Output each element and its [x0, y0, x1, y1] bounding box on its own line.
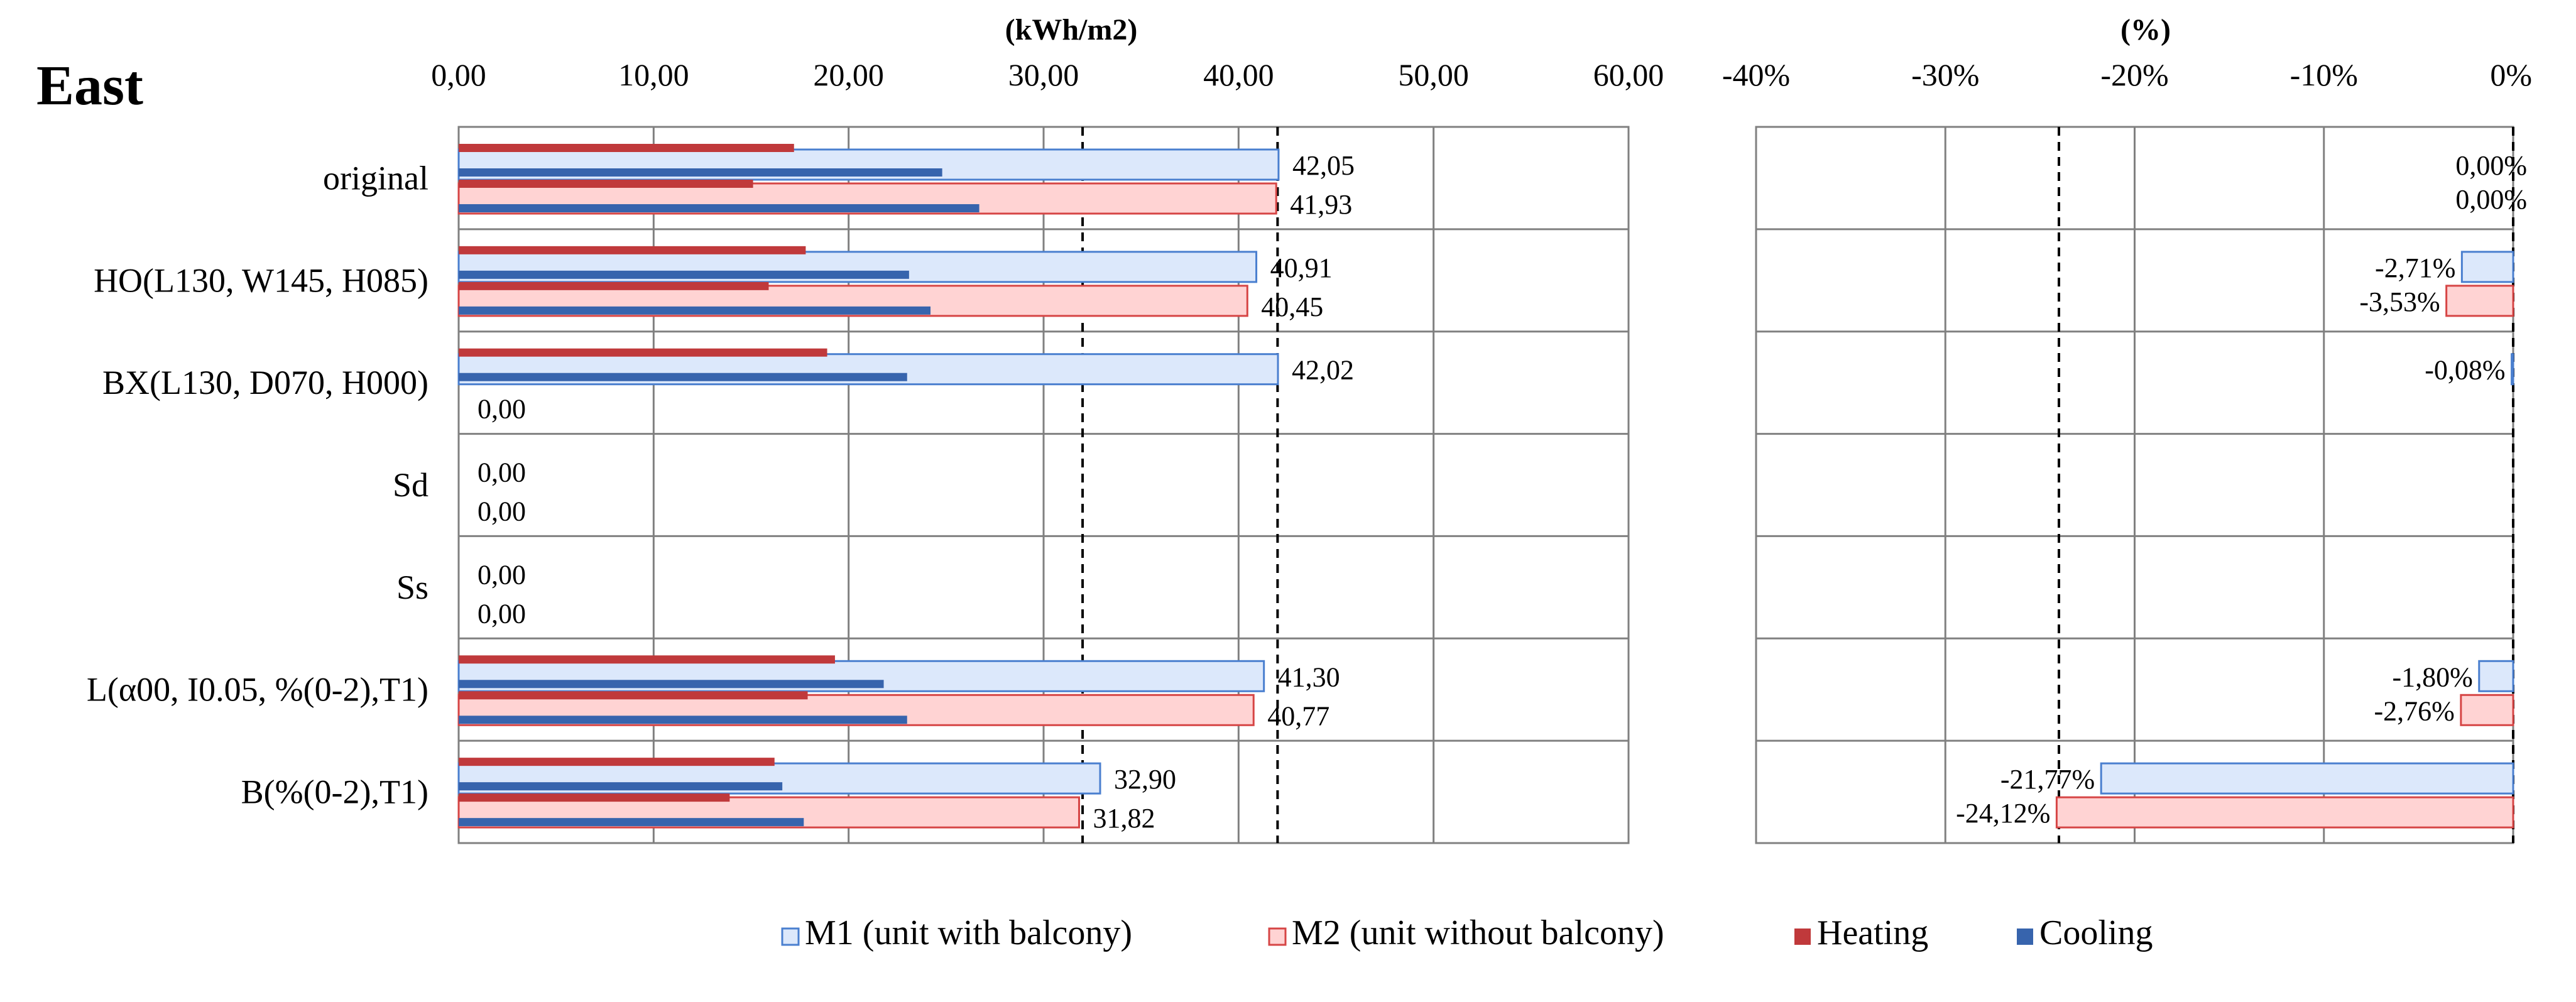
category-label-b-0-2-t1: B(%(0-2),T1)	[241, 773, 428, 811]
label-m2-ho-l130-w145-h085: 40,45	[1261, 291, 1323, 322]
pct-label-m1-original: 0,00%	[2455, 150, 2527, 181]
legend: M1 (unit with balcony) M2 (unit without …	[781, 913, 2153, 952]
left-x-tick-label: 30,00	[1008, 57, 1079, 92]
pct-label-m2-ho-l130-w145-h085: -3,53%	[2359, 286, 2440, 317]
label-m2-sd: 0,00	[478, 496, 526, 527]
left-axis-unit: (kWh/m2)	[1005, 13, 1138, 46]
bar-cooling-m1-original	[459, 168, 942, 177]
category-label-sd: Sd	[393, 466, 428, 504]
label-m1-ho-l130-w145-h085: 40,91	[1270, 253, 1333, 283]
pct-bar-m1-l-00-i0-05-0-2-t1	[2478, 660, 2514, 692]
pct-label-m2-b-0-2-t1: -24,12%	[1956, 798, 2050, 829]
category-label-bx-l130-d070-h000: BX(L130, D070, H000)	[102, 364, 428, 401]
label-m1-ss: 0,00	[478, 559, 526, 590]
right-x-tick-label: -30%	[1911, 57, 1979, 92]
bar-heating-m2-b-0-2-t1	[459, 793, 730, 802]
pct-label-m2-original: 0,00%	[2455, 184, 2527, 215]
pct-bar-m1-bx-l130-d070-h000	[2511, 353, 2514, 386]
pct-label-m1-l-00-i0-05-0-2-t1: -1,80%	[2392, 662, 2472, 692]
legend-label-m1: M1 (unit with balcony)	[805, 913, 1132, 952]
label-m1-bx-l130-d070-h000: 42,02	[1292, 355, 1354, 386]
label-m2-original: 41,93	[1290, 189, 1352, 220]
label-m2-bx-l130-d070-h000: 0,00	[478, 394, 526, 425]
category-label-l-00-i0-05-0-2-t1: L(α00, I0.05, %(0-2),T1)	[87, 671, 428, 709]
right-x-tick-label: -40%	[1722, 57, 1790, 92]
left-x-tick-label: 0,00	[431, 57, 486, 92]
bar-cooling-m1-b-0-2-t1	[459, 782, 783, 791]
left-panel: 0,00 10,00 20,00 30,00 40,00 50,00 60,00 origin…	[87, 57, 1664, 844]
label-m1-original: 42,05	[1292, 150, 1355, 181]
pct-label-m2-l-00-i0-05-0-2-t1: -2,76%	[2374, 695, 2455, 726]
legend-label-m2: M2 (unit without balcony)	[1292, 913, 1664, 952]
legend-swatch-heating	[1794, 928, 1811, 945]
right-x-tick-label: -20%	[2100, 57, 2168, 92]
left-x-tick-label: 40,00	[1203, 57, 1274, 92]
right-x-tick-label: -10%	[2290, 57, 2358, 92]
chart-title: East	[36, 55, 143, 117]
right-x-tick-label: 0%	[2490, 57, 2532, 92]
label-m1-l-00-i0-05-0-2-t1: 41,30	[1278, 662, 1340, 692]
bar-cooling-m2-b-0-2-t1	[459, 818, 804, 827]
bar-heating-m2-original	[459, 180, 753, 188]
legend-swatch-cooling	[2017, 928, 2033, 945]
bar-heating-m2-ho-l130-w145-h085	[459, 281, 769, 290]
bar-cooling-m2-l-00-i0-05-0-2-t1	[459, 716, 907, 724]
label-m1-sd: 0,00	[478, 457, 526, 488]
pct-bar-m2-ho-l130-w145-h085	[2445, 285, 2514, 317]
category-label-ho-l130-w145-h085: HO(L130, W145, H085)	[94, 261, 428, 299]
bar-heating-m1-bx-l130-d070-h000	[459, 348, 827, 357]
legend-swatch-m2	[1268, 927, 1287, 946]
left-x-tick-label: 10,00	[618, 57, 689, 92]
pct-label-m1-b-0-2-t1: -21,77%	[2000, 764, 2095, 795]
bar-cooling-m1-ho-l130-w145-h085	[459, 270, 909, 279]
legend-label-heating: Heating	[1817, 913, 1928, 952]
label-m2-ss: 0,00	[478, 598, 526, 629]
bar-cooling-m2-original	[459, 204, 980, 212]
pct-bar-m1-b-0-2-t1	[2100, 762, 2514, 795]
left-x-tick-label: 20,00	[813, 57, 884, 92]
bar-heating-m2-l-00-i0-05-0-2-t1	[459, 691, 808, 700]
bar-heating-m1-l-00-i0-05-0-2-t1	[459, 655, 835, 664]
label-m2-l-00-i0-05-0-2-t1: 40,77	[1267, 700, 1329, 731]
bar-cooling-m1-l-00-i0-05-0-2-t1	[459, 680, 884, 689]
bar-cooling-m1-bx-l130-d070-h000	[459, 373, 907, 381]
pct-label-m1-bx-l130-d070-h000: -0,08%	[2425, 355, 2505, 386]
left-x-tick-label: 50,00	[1398, 57, 1469, 92]
right-axis-unit: (%)	[2120, 13, 2171, 46]
pct-label-m1-ho-l130-w145-h085: -2,71%	[2375, 253, 2455, 283]
pct-bar-m2-l-00-i0-05-0-2-t1	[2460, 694, 2514, 726]
category-label-ss: Ss	[396, 569, 428, 606]
label-m1-b-0-2-t1: 32,90	[1114, 764, 1176, 795]
pct-bar-m2-b-0-2-t1	[2055, 796, 2514, 829]
pct-bar-m1-ho-l130-w145-h085	[2460, 251, 2514, 283]
bar-cooling-m2-ho-l130-w145-h085	[459, 306, 931, 315]
legend-label-cooling: Cooling	[2039, 913, 2153, 952]
category-label-original: original	[323, 159, 428, 197]
left-x-tick-label: 60,00	[1593, 57, 1664, 92]
bar-heating-m1-original	[459, 144, 794, 152]
legend-swatch-m1	[781, 927, 800, 946]
bar-heating-m1-b-0-2-t1	[459, 758, 775, 766]
label-m2-b-0-2-t1: 31,82	[1093, 803, 1155, 834]
right-panel: -40% -30% -20% -10% 0% 0,00%0,00% -2,71%-3,53%…	[1722, 57, 2532, 844]
bar-heating-m1-ho-l130-w145-h085	[459, 246, 806, 254]
